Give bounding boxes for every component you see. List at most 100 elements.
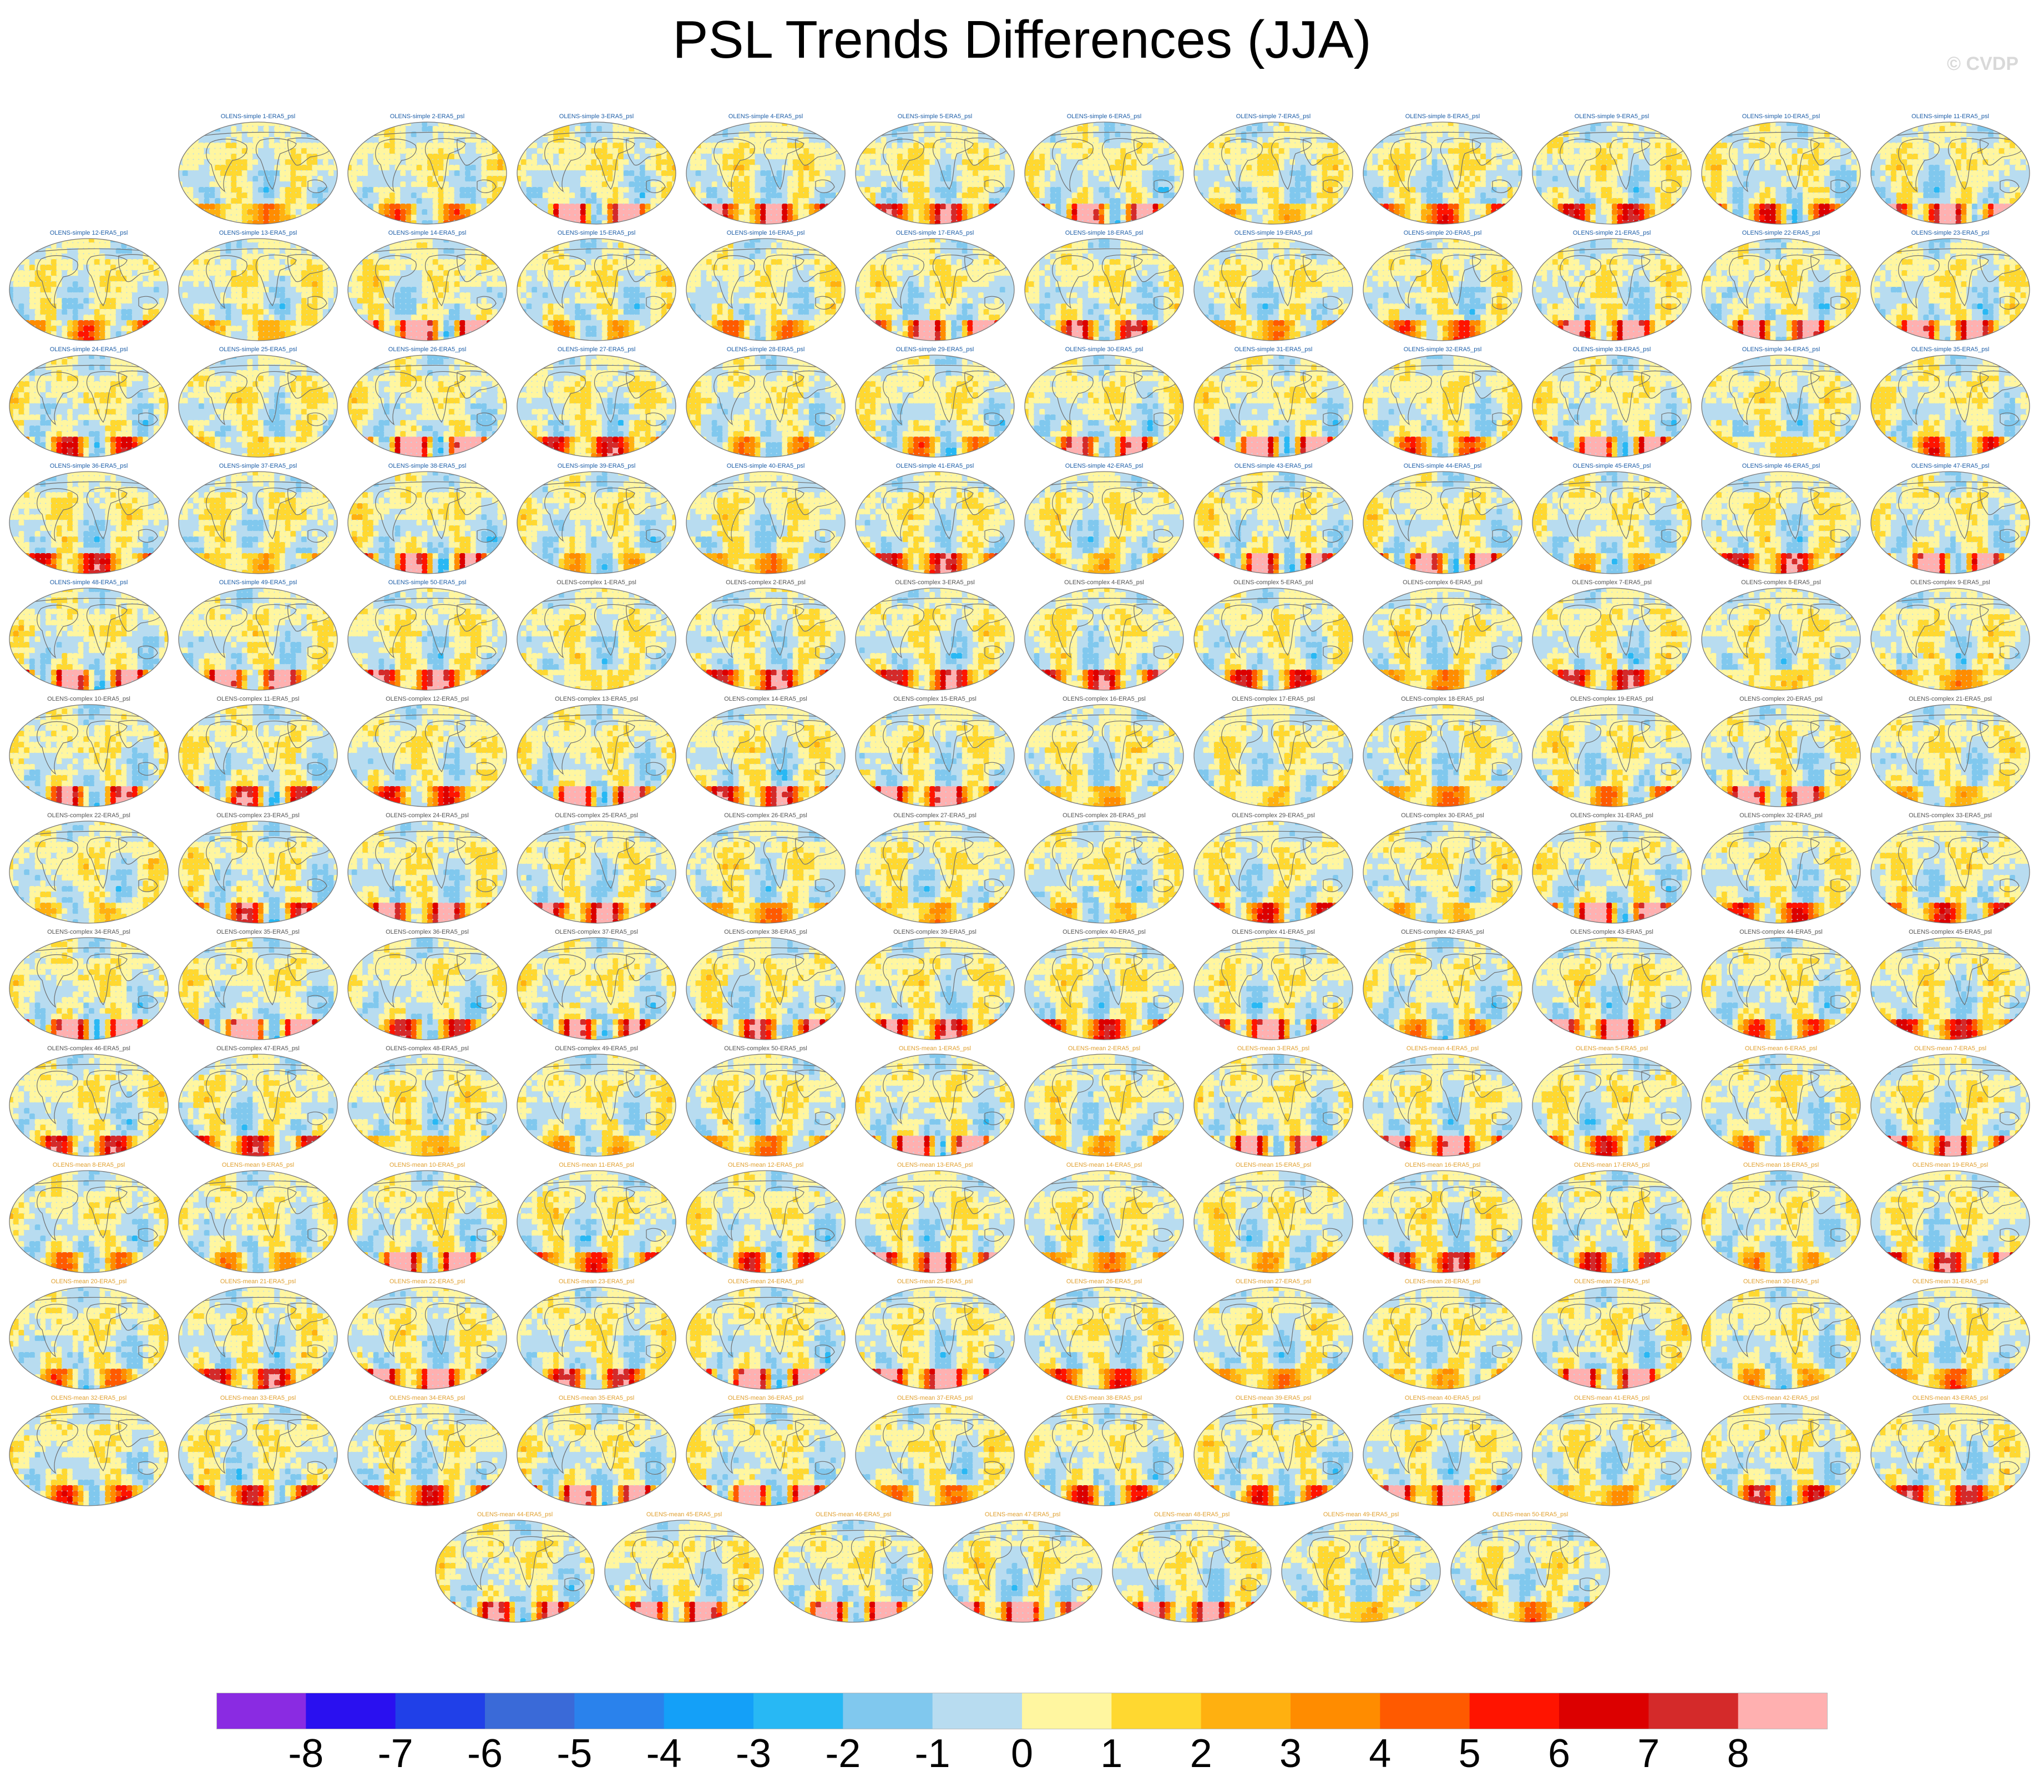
map-panel: OLENS-mean 50-ERA5_psl xyxy=(1447,1511,1613,1627)
panel-title: OLENS-mean 10-ERA5_psl xyxy=(344,1161,510,1169)
map-panel: OLENS-complex 1-ERA5_psl xyxy=(513,579,680,695)
panel-title: OLENS-complex 38-ERA5_psl xyxy=(682,928,849,936)
map-panel: OLENS-complex 44-ERA5_psl xyxy=(1698,928,1864,1045)
map-panel: OLENS-mean 22-ERA5_psl xyxy=(344,1278,510,1394)
world-map xyxy=(685,586,847,692)
world-map xyxy=(854,353,1016,459)
map-panel: OLENS-complex 22-ERA5_psl xyxy=(6,812,172,928)
world-map xyxy=(1531,1285,1693,1391)
world-map xyxy=(1531,237,1693,342)
panel-title: OLENS-simple 43-ERA5_psl xyxy=(1190,462,1357,470)
panel-title: OLENS-mean 26-ERA5_psl xyxy=(1021,1278,1187,1285)
panel-title: OLENS-complex 33-ERA5_psl xyxy=(1867,812,2033,819)
panel-title: OLENS-complex 9-ERA5_psl xyxy=(1867,579,2033,586)
panel-title: OLENS-simple 17-ERA5_psl xyxy=(852,229,1018,237)
map-panel: OLENS-complex 15-ERA5_psl xyxy=(852,695,1018,812)
panel-title: OLENS-mean 33-ERA5_psl xyxy=(175,1394,341,1402)
colorbar-swatch xyxy=(216,1693,306,1729)
map-panel: OLENS-simple 34-ERA5_psl xyxy=(1698,346,1864,462)
colorbar-swatch xyxy=(1201,1693,1291,1729)
world-map xyxy=(1023,819,1185,925)
panel-title: OLENS-mean 42-ERA5_psl xyxy=(1698,1394,1864,1402)
world-map xyxy=(177,1169,339,1274)
world-map xyxy=(1869,703,2031,808)
world-map xyxy=(1023,1169,1185,1274)
map-panel: OLENS-mean 12-ERA5_psl xyxy=(682,1161,849,1278)
world-map xyxy=(1362,936,1524,1041)
world-map xyxy=(1192,586,1354,692)
map-panel: OLENS-complex 26-ERA5_psl xyxy=(682,812,849,928)
panel-title: OLENS-complex 36-ERA5_psl xyxy=(344,928,510,936)
world-map xyxy=(1192,353,1354,459)
panel-title: OLENS-complex 24-ERA5_psl xyxy=(344,812,510,819)
map-panel: OLENS-simple 21-ERA5_psl xyxy=(1529,229,1695,346)
map-panel: OLENS-simple 16-ERA5_psl xyxy=(682,229,849,346)
map-panel: OLENS-complex 45-ERA5_psl xyxy=(1867,928,2033,1045)
panel-title: OLENS-complex 29-ERA5_psl xyxy=(1190,812,1357,819)
panel-title: OLENS-mean 31-ERA5_psl xyxy=(1867,1278,2033,1285)
world-map xyxy=(1192,936,1354,1041)
world-map xyxy=(1700,1285,1862,1391)
panel-title: OLENS-mean 16-ERA5_psl xyxy=(1359,1161,1526,1169)
panel-title: OLENS-mean 36-ERA5_psl xyxy=(682,1394,849,1402)
panel-title: OLENS-mean 14-ERA5_psl xyxy=(1021,1161,1187,1169)
world-map xyxy=(177,1052,339,1158)
world-map xyxy=(346,1169,508,1274)
panel-title: OLENS-complex 31-ERA5_psl xyxy=(1529,812,1695,819)
map-panel: OLENS-complex 43-ERA5_psl xyxy=(1529,928,1695,1045)
map-panel: OLENS-complex 36-ERA5_psl xyxy=(344,928,510,1045)
world-map xyxy=(177,586,339,692)
panel-title: OLENS-simple 20-ERA5_psl xyxy=(1359,229,1526,237)
map-panel: OLENS-simple 29-ERA5_psl xyxy=(852,346,1018,462)
world-map xyxy=(1023,1285,1185,1391)
world-map xyxy=(1192,1285,1354,1391)
world-map xyxy=(1531,1052,1693,1158)
panel-title: OLENS-mean 24-ERA5_psl xyxy=(682,1278,849,1285)
map-panel: OLENS-complex 16-ERA5_psl xyxy=(1021,695,1187,812)
colorbar-tick-label: 7 xyxy=(1637,1731,1660,1776)
map-panel: OLENS-simple 31-ERA5_psl xyxy=(1190,346,1357,462)
world-map xyxy=(346,353,508,459)
panel-title: OLENS-mean 41-ERA5_psl xyxy=(1529,1394,1695,1402)
map-panel: OLENS-complex 49-ERA5_psl xyxy=(513,1045,680,1161)
map-panel: OLENS-simple 39-ERA5_psl xyxy=(513,462,680,579)
world-map xyxy=(1869,936,2031,1041)
world-map xyxy=(1023,703,1185,808)
map-panel: OLENS-complex 31-ERA5_psl xyxy=(1529,812,1695,928)
world-map xyxy=(8,819,170,925)
panel-title: OLENS-complex 44-ERA5_psl xyxy=(1698,928,1864,936)
world-map xyxy=(685,1285,847,1391)
world-map xyxy=(346,470,508,575)
map-panel: OLENS-complex 39-ERA5_psl xyxy=(852,928,1018,1045)
panel-title: OLENS-simple 9-ERA5_psl xyxy=(1529,113,1695,120)
panel-title: OLENS-simple 14-ERA5_psl xyxy=(344,229,510,237)
map-panel: OLENS-complex 46-ERA5_psl xyxy=(6,1045,172,1161)
world-map xyxy=(8,1285,170,1391)
world-map xyxy=(1192,120,1354,226)
world-map xyxy=(854,237,1016,342)
map-panel: OLENS-complex 24-ERA5_psl xyxy=(344,812,510,928)
panel-title: OLENS-simple 46-ERA5_psl xyxy=(1698,462,1864,470)
colorbar-swatch xyxy=(1648,1693,1738,1729)
map-panel: OLENS-simple 35-ERA5_psl xyxy=(1867,346,2033,462)
colorbar-swatch xyxy=(843,1693,933,1729)
panel-title: OLENS-complex 13-ERA5_psl xyxy=(513,695,680,703)
panel-title: OLENS-mean 12-ERA5_psl xyxy=(682,1161,849,1169)
map-panel: OLENS-simple 32-ERA5_psl xyxy=(1359,346,1526,462)
world-map xyxy=(1700,1402,1862,1507)
world-map xyxy=(1531,353,1693,459)
panel-title: OLENS-mean 15-ERA5_psl xyxy=(1190,1161,1357,1169)
map-panel: OLENS-mean 2-ERA5_psl xyxy=(1021,1045,1187,1161)
panel-title: OLENS-complex 26-ERA5_psl xyxy=(682,812,849,819)
map-panel: OLENS-complex 47-ERA5_psl xyxy=(175,1045,341,1161)
map-panel: OLENS-complex 14-ERA5_psl xyxy=(682,695,849,812)
panel-title: OLENS-complex 17-ERA5_psl xyxy=(1190,695,1357,703)
world-map xyxy=(8,470,170,575)
panel-title: OLENS-mean 38-ERA5_psl xyxy=(1021,1394,1187,1402)
panel-title: OLENS-simple 36-ERA5_psl xyxy=(6,462,172,470)
panel-title: OLENS-simple 19-ERA5_psl xyxy=(1190,229,1357,237)
world-map xyxy=(1869,1169,2031,1274)
panel-title: OLENS-mean 5-ERA5_psl xyxy=(1529,1045,1695,1052)
world-map xyxy=(1111,1518,1273,1624)
map-panel: OLENS-simple 23-ERA5_psl xyxy=(1867,229,2033,346)
